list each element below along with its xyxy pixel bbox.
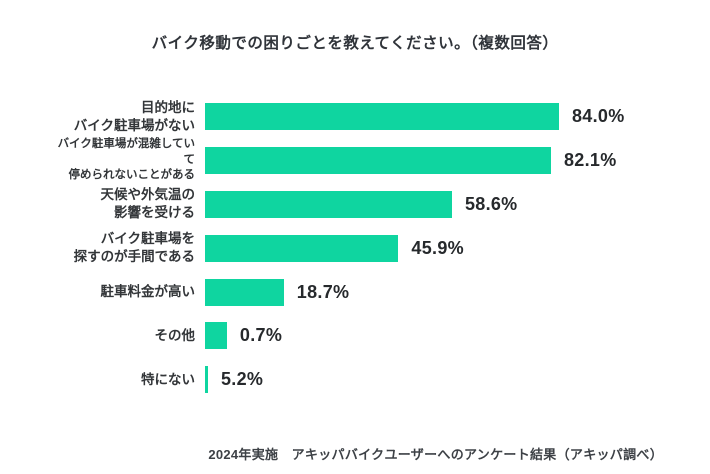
bar — [205, 366, 208, 394]
bar — [205, 234, 399, 262]
category-label: 目的地に バイク駐車場がない — [73, 99, 195, 133]
value-label: 0.7% — [239, 325, 283, 346]
category-label: 特にない — [141, 371, 195, 387]
chart-row: 天候や外気温の 影響を受ける 58.6% — [48, 183, 688, 227]
value-label: 5.2% — [221, 369, 264, 390]
value-label: 58.6% — [464, 193, 518, 214]
chart-row: その他 0.7% — [48, 314, 688, 358]
category-label: バイク駐車場を 探すのが手間である — [73, 231, 195, 265]
chart-row: 目的地に バイク駐車場がない 84.0% — [48, 95, 688, 139]
bar — [205, 322, 227, 350]
chart-row: バイク駐車場を 探すのが手間である 45.9% — [48, 226, 688, 270]
bar — [205, 190, 452, 218]
category-label: その他 — [154, 327, 196, 343]
bar-chart: 目的地に バイク駐車場がない 84.0% バイク駐車場が混雑していて 停められないこ… — [48, 95, 688, 402]
chart-row: 特にない 5.2% — [48, 358, 688, 402]
source-note: 2024年実施 アキッパバイクユーザーへのアンケート結果（アキッパ調べ） — [208, 447, 663, 462]
value-label: 45.9% — [411, 237, 464, 258]
chart-row: バイク駐車場が混雑していて 停められないことがある 82.1% — [48, 138, 688, 183]
category-label: 駐車料金が高い — [100, 283, 196, 299]
value-label: 82.1% — [563, 150, 617, 171]
category-label: 天候や外気温の 影響を受ける — [100, 187, 196, 221]
chart-row: 駐車料金が高い 18.7% — [48, 270, 688, 314]
bar — [205, 147, 551, 175]
category-label: バイク駐車場が混雑していて 停められないことがある — [57, 138, 195, 182]
value-label: 18.7% — [296, 281, 350, 302]
bar — [205, 103, 559, 131]
bar — [205, 278, 284, 306]
chart-title: バイク移動での困りごとを教えてください。（複数回答） — [151, 35, 559, 52]
value-label: 84.0% — [572, 106, 625, 127]
